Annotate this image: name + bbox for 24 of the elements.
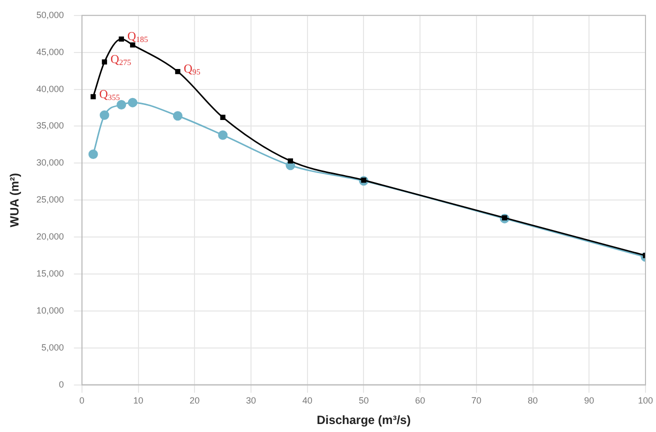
y-tick-label: 35,000 [36, 120, 64, 131]
x-tick-label: 20 [190, 396, 200, 406]
y-tick-label: 45,000 [36, 46, 64, 57]
y-tick-label: 20,000 [36, 232, 64, 242]
y-tick-label: 50,000 [36, 10, 64, 20]
x-tick-label: 90 [584, 396, 594, 406]
x-tick-label: 10 [133, 396, 144, 406]
y-tick-label: 40,000 [36, 84, 64, 94]
x-tick-label: 80 [528, 396, 538, 406]
y-tick-label: 25,000 [36, 194, 64, 205]
x-tick-label: 30 [246, 396, 256, 406]
y-tick-label: 15,000 [36, 268, 64, 278]
x-axis-title: Discharge (m³/s) [316, 413, 411, 428]
x-tick-label: 60 [415, 396, 426, 406]
x-tick-label: 0 [79, 396, 84, 406]
y-tick-label: 0 [58, 379, 64, 390]
x-tick-label: 50 [358, 396, 369, 406]
x-tick-label: 100 [638, 396, 654, 406]
x-tick-label: 70 [471, 396, 482, 406]
y-axis-title: WUA (m²) [8, 172, 22, 228]
y-tick-label: 5,000 [41, 342, 64, 352]
x-tick-label: 40 [302, 396, 312, 406]
y-tick-label: 10,000 [36, 305, 64, 316]
y-tick-label: 30,000 [36, 158, 64, 168]
